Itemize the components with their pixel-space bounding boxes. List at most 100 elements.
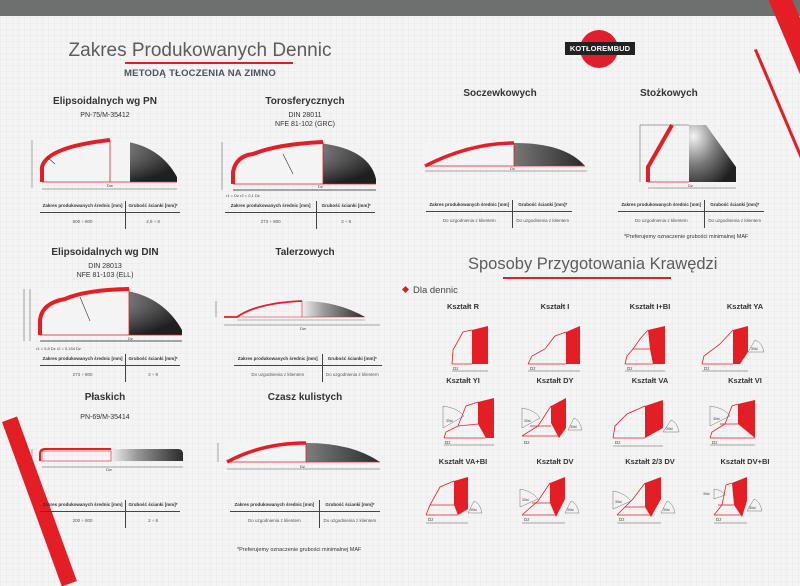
shape-vi-diagram: 30st Dz [709,400,755,446]
dish-standard: DIN 28013 [88,263,122,270]
svg-text:30st: 30st [751,347,758,351]
dish-standard: DIN 28011 [288,112,322,119]
shape-label: Kształt DV [536,457,574,466]
bullet-label: Dla dennic [413,285,458,296]
spec-table-elipsoidalne-din: Zakres produkowanych średnic [mm] Grubość… [40,354,180,382]
spec-header-thickness: Grubość ścianki [mm]* [125,354,180,366]
shape-dv-bi-diagram: 30st 30st Dz [703,477,763,524]
svg-text:30st: 30st [703,492,710,496]
spec-header-range: Zakres produkowanych średnic [mm] [40,500,127,512]
shape-r: Kształt R Dz [418,302,508,372]
spec-thickness: 3 ÷ 8 [341,219,352,224]
shape-label: Kształt R [446,302,480,311]
spec-table-elipsoidalne-pn: Zakres produkowanych średnic [mm] Grubość… [40,201,180,229]
svg-text:Dz: Dz [530,366,536,371]
title-underline [125,62,293,64]
shape-yi-diagram: 30st Dz [442,398,494,446]
svg-text:Dz: Dz [300,464,305,469]
shape-i-bi: Kształt I+BI Dz [605,302,695,372]
dish-title: Torosferycznych [265,96,345,107]
dish-title: Płaskich [84,392,126,403]
svg-text:Dz: Dz [716,517,722,522]
dish-title: Stożkowych [640,88,698,99]
footnote-bottom: *Preferujemy oznaczenie grubości minimal… [237,547,362,553]
shape-va-diagram: 30st Dz [612,400,680,447]
decorative-stripe-right-thin [754,48,800,207]
dish-title: Soczewkowych [463,88,537,99]
dish-title: Talerzowych [275,247,335,258]
svg-text:30st: 30st [713,417,720,421]
spec-table-czasze-kuliste: Zakres produkowanych średnic [mm] Grubość… [230,500,380,528]
dish-talerzowe: Talerzowych [230,247,380,258]
shape-i-diagram: Dz [527,326,580,372]
shape-label: Kształt VI [728,376,762,385]
spec-table-torosferyczne: Zakres produkowanych średnic [mm] Grubość… [225,201,375,229]
spec-range: 200 ÷ 800 [40,511,127,528]
shape-va-bi: Kształt VA+BI 30st Dz [418,457,508,527]
spec-header-thickness: Grubość ścianki [mm]* [512,200,572,212]
spec-header-range: Zakres produkowanych średnic [mm] [234,354,323,366]
shape-label: Kształt YI [446,376,480,385]
dish-standard: PN-75/M-35412 [80,112,130,119]
shape-va: Kształt VA 30st Dz [605,376,695,447]
shape-label: Kształt VA+BI [438,457,488,466]
edge-section-title: Sposoby Przygotowania Krawędzi [468,255,718,273]
dish-diagram-talerzowe: Dw [215,300,380,331]
decorative-stripe-right [760,0,800,238]
svg-text:30st: 30st [663,508,670,512]
dish-plaskie: Płaskich PN-69/M-35414 [30,392,180,422]
dish-diagram-soczewkowe: Dz [424,141,587,172]
top-bar [0,0,800,16]
svg-text:Dz: Dz [318,184,323,189]
svg-text:30st: 30st [522,498,529,502]
svg-text:Dz: Dz [510,166,515,171]
spec-header-range: Zakres produkowanych średnic [mm] [225,201,318,213]
dish-diagram-elipsoidalne-pn: Dw [31,138,177,190]
dish-title: Elipsoidalnych wg DIN [51,247,159,258]
shape-label: Kształt YA [726,302,764,311]
dish-formula: r1 = Dz r2 = 0,1 Dz [226,193,260,198]
dish-standard: PN-69/M-35414 [80,414,130,421]
dish-diagram-torosferyczne: Dz [221,140,376,191]
spec-header-thickness: Grubość ścianki [mm]* [322,354,382,366]
dish-formula: r1 = 0,8 Dz r2 = 0,154 Dz [36,346,81,351]
svg-text:Dz: Dz [619,517,625,522]
spec-range: Do uzgodnienia z klientem [618,211,706,228]
spec-header-range: Zakres produkowanych średnic [mm] [426,200,514,212]
svg-text:Dz: Dz [704,366,710,371]
shape-dv-diagram: 30st 30st Dz [519,477,580,524]
spec-header-range: Zakres produkowanych średnic [mm] [618,200,706,212]
svg-text:Dz: Dz [615,440,621,445]
spec-table-soczewkowe: Zakres produkowanych średnic [mm] Grubość… [426,200,572,228]
shape-dv-bi: Kształt DV+BI 30st 30st Dz [700,457,790,527]
spec-header-thickness: Grubość ścianki [mm]* [125,201,180,213]
svg-text:Dz: Dz [524,440,530,445]
spec-header-thickness: Grubość ścianki [mm]* [125,500,180,512]
dish-diagram-stozkowe: Dz [639,124,736,189]
spec-thickness: Do uzgodnienia z klientem [325,372,379,377]
dish-standard-2: NFE 81-103 (ELL) [76,272,134,279]
shape-dy-diagram: 30st 30st Dz [521,398,583,445]
svg-text:Dz: Dz [688,183,693,188]
company-logo: KOTŁOREMBUD [565,28,635,70]
shape-dy: Kształt DY 30st 30st Dz [510,376,600,446]
shape-r-diagram: Dz [451,326,488,372]
shape-2-3-dv: Kształt 2/3 DV 30st 30st Dz [605,457,695,527]
svg-text:Dz: Dz [128,336,133,341]
shape-label: Kształt DV+BI [720,457,770,466]
spec-header-thickness: Grubość ścianki [mm]* [316,201,375,213]
spec-range: 273 ÷ 800 [40,365,127,382]
footnote-top: *Preferujemy oznaczenie grubości minimal… [624,234,749,240]
shape-label: Kształt DY [536,376,574,385]
spec-range: Do uzgodnienia z klientem [426,211,514,228]
shape-ya: Kształt YA 30st Dz [700,302,790,372]
shape-vi: Kształt VI 30st Dz [700,376,790,446]
diamond-bullet-icon [401,285,410,294]
dish-elipsoidalne-pn: Elipsoidalnych wg PN PN-75/M-35412 [30,96,180,120]
spec-thickness: Do uzgodnienia z klientem [708,218,762,223]
svg-text:Dw: Dw [300,326,306,331]
dish-torosferyczne: Torosferycznych DIN 28011 NFE 81-102 (GR… [230,96,380,129]
edge-title-underline [503,277,671,279]
shape-label: Kształt 2/3 DV [625,457,675,466]
page-subtitle: METODĄ TŁOCZENIA NA ZIMNO [124,68,276,79]
